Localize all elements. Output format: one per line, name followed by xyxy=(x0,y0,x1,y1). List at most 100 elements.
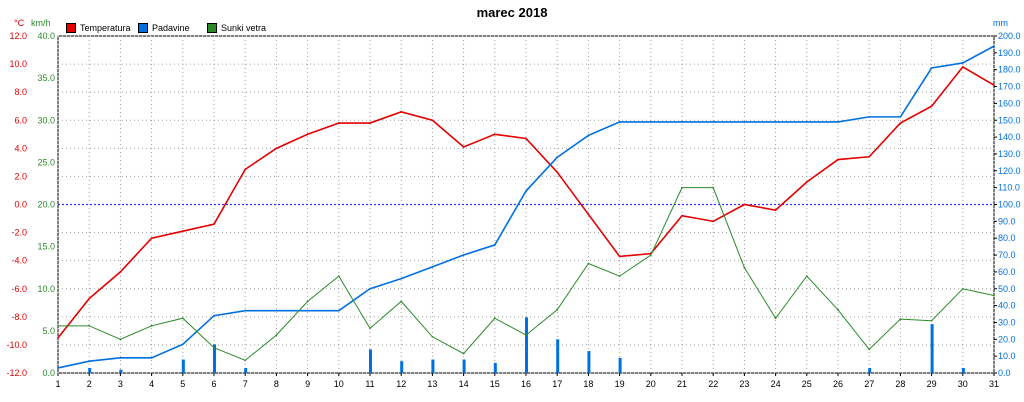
data-point-rain xyxy=(930,67,933,69)
legend-item-rain: Padavine xyxy=(138,23,190,33)
data-point-wind xyxy=(400,300,403,303)
data-point-temperature xyxy=(119,271,122,273)
tick-label-day: 21 xyxy=(677,379,687,389)
data-point-wind xyxy=(868,348,871,351)
tick-label-day: 6 xyxy=(211,379,216,389)
tick-label-day: 19 xyxy=(615,379,625,389)
temperature-unit: °C xyxy=(14,18,25,28)
data-point-temperature xyxy=(57,336,59,339)
tick-label-rain: 50.0 xyxy=(998,284,1016,294)
legend-label-wind: Sunki vetra xyxy=(221,23,267,33)
data-point-rain xyxy=(244,309,247,312)
tick-label-rain: 0.0 xyxy=(998,368,1011,378)
data-point-rain xyxy=(587,134,590,137)
data-point-wind xyxy=(369,327,371,330)
daily-rain-bar xyxy=(181,359,185,373)
data-point-wind xyxy=(993,294,995,297)
data-point-wind xyxy=(462,352,465,355)
data-point-wind xyxy=(712,186,715,189)
chart-title: marec 2018 xyxy=(476,5,548,20)
tick-label-day: 17 xyxy=(552,379,562,389)
data-point-rain xyxy=(275,309,278,312)
legend-swatch-wind xyxy=(207,23,217,33)
data-point-temperature xyxy=(431,119,434,122)
tick-label-day: 24 xyxy=(771,379,781,389)
tick-label-day: 26 xyxy=(833,379,843,389)
data-point-temperature xyxy=(88,297,91,300)
data-point-rain xyxy=(213,314,215,317)
daily-rain-bar xyxy=(868,367,872,373)
tick-label-day: 27 xyxy=(864,379,874,389)
tick-label-day: 30 xyxy=(958,379,968,389)
data-point-wind xyxy=(837,308,839,311)
data-point-rain xyxy=(462,254,465,256)
data-point-temperature xyxy=(213,223,215,226)
data-point-temperature xyxy=(930,105,933,108)
data-point-wind xyxy=(681,186,683,189)
tick-label-day: 1 xyxy=(55,379,60,389)
data-point-rain xyxy=(400,277,403,280)
data-point-rain xyxy=(837,121,839,123)
data-point-wind xyxy=(431,335,434,338)
data-point-temperature xyxy=(400,110,403,113)
tick-label-rain: 180.0 xyxy=(998,65,1021,75)
tick-label-rain: 10.0 xyxy=(998,351,1016,361)
tick-label-day: 11 xyxy=(365,379,374,389)
tick-label-rain: 140.0 xyxy=(998,132,1021,142)
tick-label-rain: 90.0 xyxy=(998,216,1016,226)
data-point-wind xyxy=(150,324,153,327)
tick-label-temperature: 2.0 xyxy=(14,171,27,181)
data-point-wind xyxy=(805,275,808,278)
daily-rain-bar xyxy=(431,359,435,373)
data-point-rain xyxy=(774,121,777,123)
tick-label-day: 16 xyxy=(521,379,531,389)
daily-rain-bar xyxy=(618,357,622,373)
data-point-rain xyxy=(618,121,621,123)
data-point-temperature xyxy=(618,255,621,258)
tick-label-day: 5 xyxy=(180,379,185,389)
tick-label-temperature: 6.0 xyxy=(14,115,27,125)
data-point-temperature xyxy=(181,230,184,233)
tick-label-day: 22 xyxy=(708,379,718,389)
tick-label-day: 3 xyxy=(118,379,123,389)
data-point-temperature xyxy=(837,158,839,161)
data-point-wind xyxy=(88,324,91,327)
daily-rain-bar xyxy=(119,369,123,373)
tick-label-wind: 0.0 xyxy=(42,368,55,378)
tick-label-day: 8 xyxy=(274,379,279,389)
legend-item-wind: Sunki vetra xyxy=(207,23,266,33)
data-point-temperature xyxy=(774,209,777,212)
data-point-rain xyxy=(431,265,434,268)
tick-label-wind: 5.0 xyxy=(42,326,55,336)
legend-label-temperature: Temperatura xyxy=(80,23,131,33)
data-point-rain xyxy=(369,287,371,290)
tick-label-rain: 160.0 xyxy=(998,98,1021,108)
data-point-rain xyxy=(649,121,652,123)
tick-label-day: 7 xyxy=(243,379,248,389)
tick-label-temperature: 0.0 xyxy=(14,200,27,210)
data-point-wind xyxy=(493,317,496,320)
tick-label-wind: 30.0 xyxy=(37,115,55,125)
data-point-temperature xyxy=(961,65,964,68)
data-point-wind xyxy=(213,346,215,349)
tick-label-rain: 200.0 xyxy=(998,31,1021,41)
data-point-rain xyxy=(743,121,746,123)
tick-label-temperature: -10.0 xyxy=(6,340,27,350)
daily-rain-bar xyxy=(525,317,528,373)
tick-label-day: 13 xyxy=(427,379,437,389)
data-point-wind xyxy=(525,334,527,336)
tick-label-day: 23 xyxy=(739,379,749,389)
data-point-rain xyxy=(993,45,995,48)
daily-rain-bar xyxy=(462,359,466,373)
legend-label-rain: Padavine xyxy=(152,23,190,33)
tick-label-rain: 60.0 xyxy=(998,267,1016,277)
data-point-wind xyxy=(244,359,247,362)
data-point-rain xyxy=(337,309,340,312)
data-point-rain xyxy=(556,156,559,159)
data-point-rain xyxy=(525,190,527,192)
tick-label-day: 10 xyxy=(334,379,344,389)
tick-label-rain: 80.0 xyxy=(998,233,1016,243)
data-point-wind xyxy=(119,338,122,341)
tick-label-day: 20 xyxy=(646,379,656,389)
